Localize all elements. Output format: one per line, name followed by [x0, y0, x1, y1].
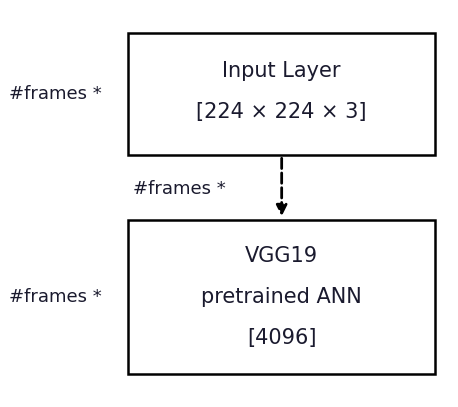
- Text: [224 × 224 × 3]: [224 × 224 × 3]: [196, 102, 367, 122]
- Text: Input Layer: Input Layer: [223, 61, 341, 81]
- Text: [4096]: [4096]: [247, 328, 316, 348]
- Bar: [128, 33, 435, 155]
- Text: pretrained ANN: pretrained ANN: [202, 287, 362, 307]
- Text: #frames *: #frames *: [9, 85, 101, 103]
- Text: #frames *: #frames *: [133, 180, 226, 198]
- Text: VGG19: VGG19: [245, 246, 318, 267]
- Text: #frames *: #frames *: [9, 288, 101, 306]
- Bar: [128, 220, 435, 374]
